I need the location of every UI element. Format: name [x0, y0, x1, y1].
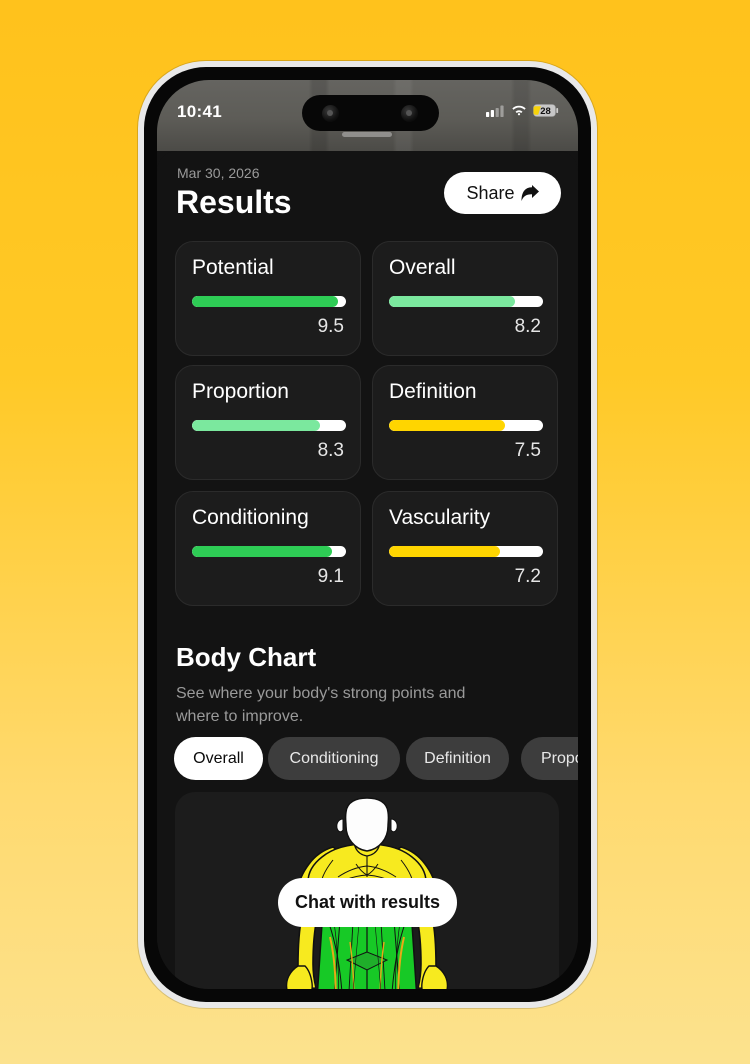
- svg-text:28: 28: [540, 106, 551, 117]
